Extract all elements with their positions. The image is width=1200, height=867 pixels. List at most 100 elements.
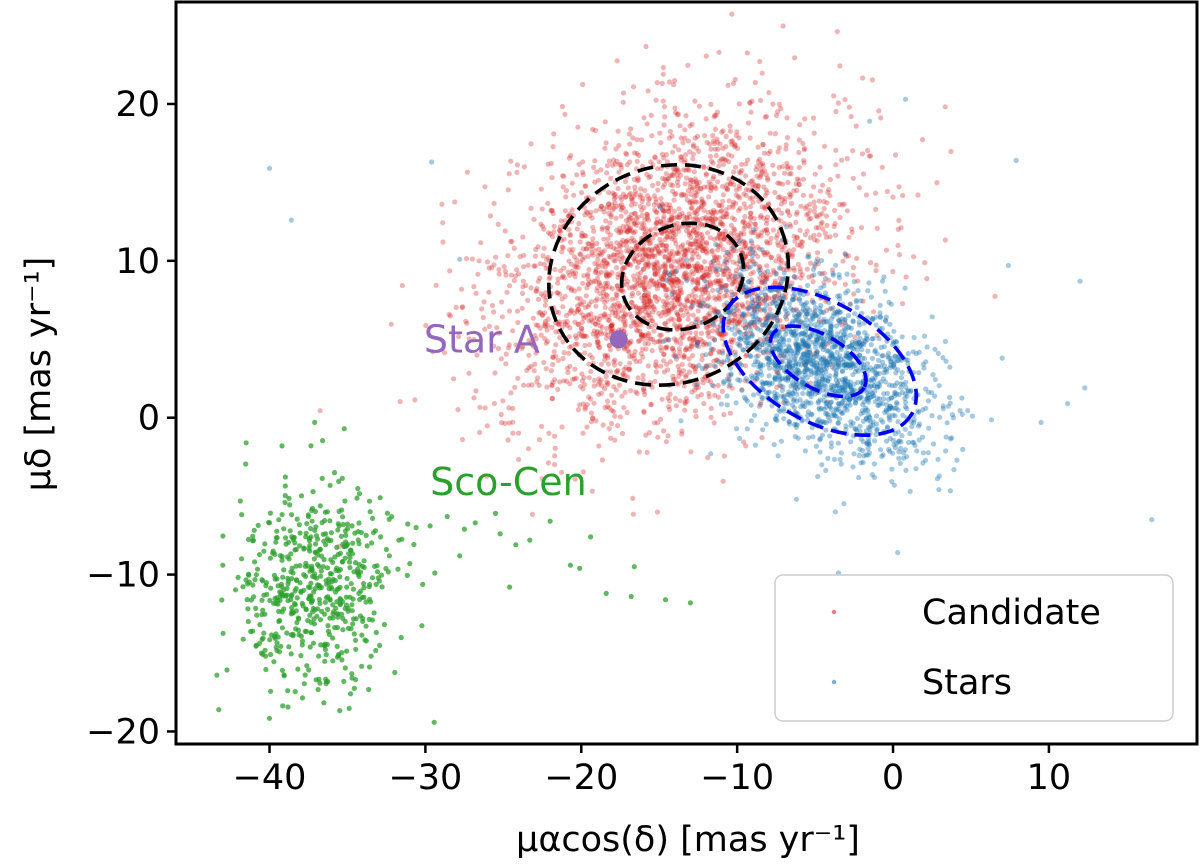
data-point — [540, 293, 546, 299]
data-point — [716, 49, 722, 55]
data-point — [817, 188, 824, 194]
data-point — [828, 324, 834, 330]
data-point — [537, 261, 543, 267]
data-point — [307, 612, 313, 618]
data-point — [833, 162, 839, 168]
data-point — [787, 191, 793, 197]
data-point — [599, 383, 605, 389]
data-point — [725, 82, 731, 88]
data-point — [517, 254, 523, 260]
data-point — [358, 588, 364, 594]
data-point — [735, 313, 741, 319]
data-point — [875, 395, 881, 401]
data-point — [520, 234, 526, 240]
data-point — [713, 268, 719, 274]
data-point — [612, 191, 618, 197]
data-point — [818, 221, 824, 227]
data-point — [702, 272, 708, 278]
data-point — [842, 327, 849, 333]
data-point — [288, 597, 294, 603]
data-point — [809, 312, 815, 319]
data-point — [596, 376, 602, 382]
data-point — [850, 175, 856, 181]
data-point — [888, 301, 894, 307]
data-point — [920, 361, 926, 367]
data-point — [720, 192, 727, 198]
data-point — [712, 184, 718, 190]
data-point — [328, 537, 334, 544]
data-point — [682, 248, 689, 254]
data-point — [643, 262, 649, 268]
data-point — [586, 361, 592, 367]
data-point — [359, 632, 365, 638]
data-point — [752, 229, 758, 235]
data-point — [700, 300, 706, 306]
data-point — [774, 317, 780, 323]
data-point — [493, 254, 499, 260]
data-point — [294, 595, 300, 601]
data-point — [708, 146, 714, 152]
data-point — [706, 194, 712, 200]
data-point — [816, 379, 822, 385]
data-point — [790, 296, 797, 303]
data-point — [758, 173, 764, 179]
data-point — [322, 518, 328, 524]
data-point — [586, 277, 592, 283]
data-point — [617, 361, 623, 367]
data-point — [599, 324, 605, 330]
data-point — [849, 226, 855, 232]
data-point — [673, 354, 679, 360]
data-point — [932, 393, 938, 399]
data-point — [718, 209, 724, 215]
data-point — [686, 272, 693, 278]
data-point — [593, 321, 599, 328]
data-point — [655, 250, 661, 256]
data-point — [593, 333, 599, 339]
data-point — [732, 318, 738, 324]
data-point — [616, 143, 622, 149]
data-point — [720, 145, 726, 151]
data-point — [729, 326, 735, 333]
data-point — [453, 304, 459, 311]
data-point — [821, 366, 828, 372]
data-point — [663, 312, 669, 318]
data-point — [923, 386, 929, 392]
data-point — [701, 272, 708, 279]
data-point — [702, 315, 708, 321]
data-point — [788, 347, 794, 353]
data-point — [589, 488, 595, 494]
data-point — [615, 250, 621, 256]
data-point — [602, 119, 608, 125]
data-point — [596, 391, 602, 397]
data-point — [533, 336, 539, 342]
data-point — [266, 165, 273, 171]
data-point — [587, 213, 593, 219]
data-point — [677, 349, 683, 355]
data-point — [813, 443, 820, 449]
data-point — [711, 322, 717, 329]
data-point — [824, 307, 830, 314]
data-point — [785, 343, 792, 349]
data-point — [716, 231, 722, 237]
data-point — [637, 283, 644, 289]
data-point — [660, 203, 666, 209]
data-point — [666, 279, 672, 285]
data-point — [699, 286, 705, 292]
data-point — [623, 150, 629, 156]
data-point — [903, 274, 909, 280]
data-point — [611, 359, 617, 365]
data-point — [898, 385, 904, 391]
data-point — [715, 179, 721, 185]
data-point — [261, 592, 267, 598]
data-point — [744, 352, 750, 358]
data-point — [641, 408, 647, 414]
data-point — [659, 80, 665, 86]
data-point — [745, 251, 751, 257]
data-point — [785, 208, 791, 214]
data-point — [626, 340, 632, 346]
data-point — [612, 161, 619, 167]
data-point — [623, 209, 629, 215]
data-point — [768, 254, 775, 260]
data-point — [715, 139, 721, 145]
data-point — [580, 169, 586, 175]
